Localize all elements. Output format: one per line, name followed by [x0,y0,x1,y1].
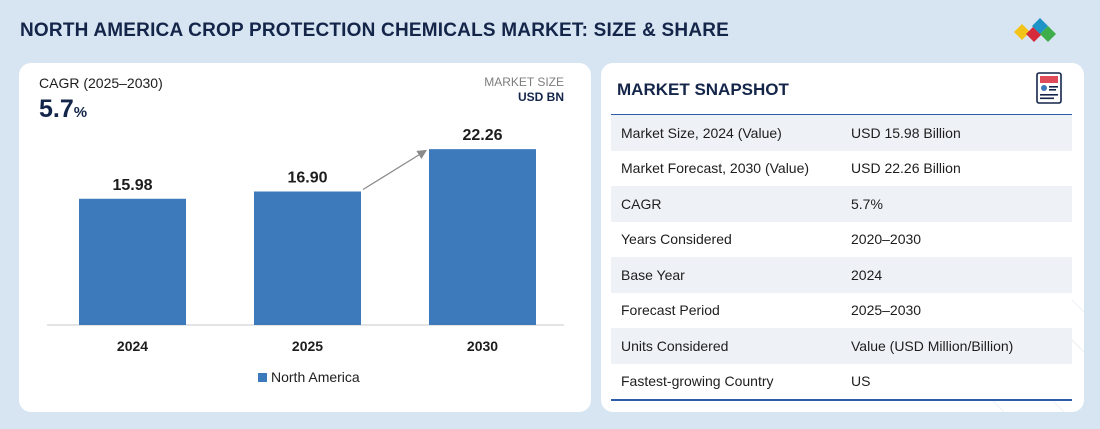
snapshot-table: Market Size, 2024 (Value) USD 15.98 Billi… [611,115,1072,399]
report-document-icon [1036,72,1062,104]
snapshot-row-value: 5.7% [841,186,1072,222]
table-bottom-rule [611,399,1072,401]
snapshot-row-value: 2025–2030 [841,292,1072,328]
x-tick-label-2025: 2025 [292,338,323,354]
data-label-2024: 15.98 [112,177,152,194]
snapshot-row: Market Forecast, 2030 (Value) USD 22.26 B… [611,150,1072,186]
snapshot-row: Forecast Period 2025–2030 [611,292,1072,328]
bar-2030 [429,149,536,325]
market-size-label: MARKET SIZE [484,75,564,89]
snapshot-row-value: US [841,363,1072,399]
x-tick-label-2024: 2024 [117,338,148,354]
snapshot-row: Market Size, 2024 (Value) USD 15.98 Billi… [611,115,1072,151]
cagr-label: CAGR (2025–2030) [39,75,163,91]
cagr-unit: % [73,104,88,121]
snapshot-row-key: Base Year [611,257,841,293]
snapshot-row: Years Considered 2020–2030 [611,221,1072,257]
data-label-2025: 16.90 [287,169,327,186]
snapshot-row-value: USD 15.98 Billion [841,115,1072,151]
logo-diamond-yellow [1014,24,1030,40]
snapshot-title: MARKET SNAPSHOT [617,80,789,99]
market-snapshot-card: MARKET SNAPSHOT Market Size, 2024 (Value… [601,63,1084,412]
legend-swatch [258,373,267,382]
cagr-value: 5.7% [39,95,87,124]
market-size-card: CAGR (2025–2030) 5.7% MARKET SIZE USD BN… [19,63,591,412]
snapshot-row-key: Fastest-growing Country [611,363,841,399]
snapshot-row: CAGR 5.7% [611,186,1072,222]
snapshot-row-key: Market Forecast, 2030 (Value) [611,150,841,186]
snapshot-row: Base Year 2024 [611,257,1072,293]
snapshot-row: Fastest-growing Country US [611,363,1072,399]
snapshot-row-value: USD 22.26 Billion [841,150,1072,186]
market-size-unit: USD BN [517,90,564,104]
snapshot-row: Units Considered Value (USD Million/Billi… [611,328,1072,364]
data-label-2030: 22.26 [462,127,502,144]
bar-chart: 15.98 2024 16.90 2025 22.26 2030 North America [47,127,564,385]
snapshot-row-value: Value (USD Million/Billion) [841,328,1072,364]
snapshot-row-key: Units Considered [611,328,841,364]
page-title: NORTH AMERICA CROP PROTECTION CHEMICALS … [20,20,730,41]
legend-entry: North America [271,369,360,385]
bar-2025 [254,191,361,325]
snapshot-row-key: CAGR [611,186,841,222]
x-tick-label-2030: 2030 [467,338,498,354]
snapshot-row-key: Market Size, 2024 (Value) [611,115,841,151]
bar-2024 [79,198,186,325]
diamond-cluster-logo-icon [1014,18,1056,42]
header-bar: NORTH AMERICA CROP PROTECTION CHEMICALS … [0,0,1100,62]
logo-diamond-green [1040,26,1056,42]
cagr-number: 5.7 [39,95,74,123]
snapshot-row-value: 2024 [841,257,1072,293]
growth-arrow [362,149,428,191]
snapshot-row-key: Years Considered [611,221,841,257]
snapshot-row-value: 2020–2030 [841,221,1072,257]
snapshot-row-key: Forecast Period [611,292,841,328]
